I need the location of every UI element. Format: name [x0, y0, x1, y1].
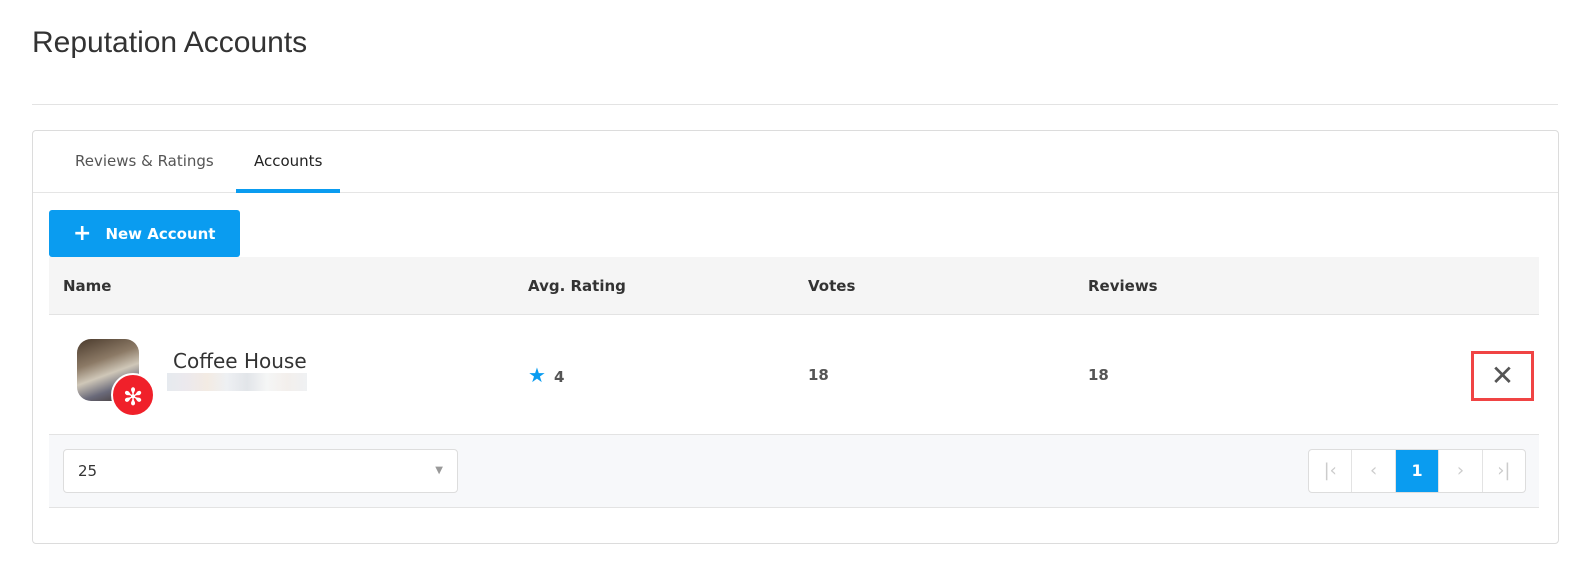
new-account-button[interactable]: + New Account	[49, 210, 240, 257]
plus-icon: +	[73, 221, 92, 246]
first-page-button[interactable]: |‹	[1309, 450, 1353, 492]
column-name[interactable]: Name	[63, 277, 112, 295]
divider	[32, 104, 1558, 105]
avg-rating: ★ 4	[528, 315, 564, 437]
tab-accounts[interactable]: Accounts	[236, 131, 341, 193]
tab-bar: Reviews & Ratings Accounts	[33, 131, 1558, 193]
tab-reviews-ratings[interactable]: Reviews & Ratings	[75, 152, 214, 170]
remove-account-button[interactable]: ✕	[1471, 351, 1534, 401]
star-icon: ★	[528, 363, 546, 387]
accounts-card: Reviews & Ratings Accounts + New Account…	[32, 130, 1559, 544]
table-header: Name Avg. Rating Votes Reviews	[49, 257, 1539, 315]
close-icon: ✕	[1490, 359, 1515, 392]
yelp-icon: ✻	[111, 373, 155, 417]
table-footer: 25 ▼ |‹ ‹ 1 › ›|	[49, 435, 1539, 508]
page-size-value: 25	[78, 462, 98, 480]
column-avg-rating[interactable]: Avg. Rating	[528, 277, 626, 295]
redacted-address	[167, 373, 307, 391]
votes: 18	[808, 366, 829, 384]
new-account-label: New Account	[105, 224, 216, 243]
page-title: Reputation Accounts	[32, 26, 308, 59]
column-votes[interactable]: Votes	[808, 277, 856, 295]
reviews: 18	[1088, 366, 1109, 384]
avg-rating-value: 4	[553, 368, 565, 386]
last-page-button[interactable]: ›|	[1497, 460, 1511, 481]
caret-down-icon: ▼	[435, 465, 443, 476]
next-page-button[interactable]: ›	[1439, 450, 1483, 492]
table-row: ✻ Coffee House ★ 4 18 18 ✕	[49, 315, 1539, 435]
column-reviews[interactable]: Reviews	[1088, 277, 1158, 295]
page-size-select[interactable]: 25 ▼	[63, 449, 458, 493]
account-name[interactable]: Coffee House	[173, 349, 307, 373]
page-1-button[interactable]: 1	[1395, 450, 1440, 492]
pagination: |‹ ‹ 1 › ›|	[1308, 449, 1526, 493]
prev-page-button[interactable]: ‹	[1352, 450, 1396, 492]
